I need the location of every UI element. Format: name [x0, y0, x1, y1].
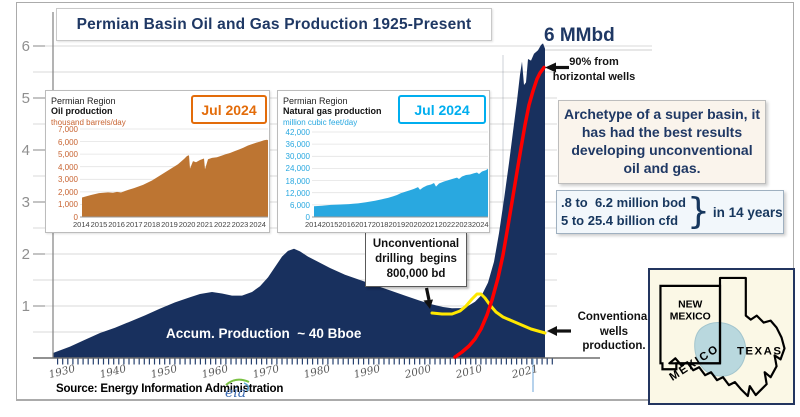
oil-x-tick: 2015	[90, 220, 108, 229]
oil-x-tick: 2016	[108, 220, 125, 229]
y-tick-label: 3	[21, 194, 30, 211]
y-axis-ticks	[33, 45, 45, 307]
rates-lines: .8 to 6.2 million bod 5 to 25.4 billion …	[561, 194, 686, 229]
conventional-arrow	[547, 326, 571, 336]
gas-y-tick: 12,000	[285, 189, 310, 198]
gas-y-tick: 30,000	[285, 152, 310, 161]
oil-inset-region: Permian Region	[51, 96, 116, 106]
oil-inset-title: Oil production	[51, 106, 113, 116]
oil-date-badge: Jul 2024	[191, 95, 267, 124]
gas-x-tick: 2014	[305, 220, 322, 229]
texas-label: TEXAS	[737, 345, 782, 357]
gas-y-tick: 42,000	[285, 128, 310, 137]
oil-y-tick: 7,000	[57, 125, 78, 134]
gas-inset-region: Permian Region	[283, 96, 348, 106]
texas-outline	[668, 276, 786, 398]
oil-x-tick: 2020	[178, 220, 196, 229]
gas-production-area	[314, 168, 488, 217]
eia-logo-swoosh	[225, 378, 250, 386]
page-title: Permian Basin Oil and Gas Production 192…	[76, 15, 472, 33]
conventional-wells-note: Conventional wells production.	[577, 311, 651, 353]
oil-x-tick: 2021	[196, 220, 214, 229]
peak-value-label: 6 MMbd	[544, 25, 615, 46]
y-tick-label: 5	[21, 90, 30, 107]
accum-production-label: Accum. Production ~ 40 Bboe	[166, 326, 362, 341]
gas-x-tick: 2021	[421, 220, 439, 229]
horizontal-production-line	[453, 65, 546, 359]
rates-brace: }	[686, 191, 710, 232]
slide-border	[16, 2, 794, 401]
gas-x-tick: 2022	[438, 220, 456, 229]
gas-inset-chart: Permian Region Natural gas production mi…	[277, 90, 490, 233]
oil-x-tick: 2014	[73, 220, 90, 229]
gas-inset-canvas	[312, 131, 488, 218]
unconventional-line-1: Unconventional	[372, 238, 460, 250]
gas-x-tick: 2017	[355, 220, 372, 229]
oil-inset-canvas	[80, 128, 268, 218]
rates-line-2: 5 to 25.4 billion cfd	[561, 213, 679, 228]
oil-inset-unit: thousand barrels/day	[51, 118, 126, 127]
oil-y-tick: 6,000	[57, 138, 78, 147]
horizontal-wells-note: 90% from horizontal wells	[552, 56, 636, 83]
gas-y-tick: 18,000	[285, 177, 310, 186]
gas-y-tick: 6,000	[289, 201, 310, 210]
gas-x-tick: 2020	[405, 220, 422, 229]
source-attribution: Source: Energy Information Administratio…	[56, 383, 284, 395]
oil-y-tick: 0	[73, 213, 78, 222]
eia-logo-swirl	[243, 382, 250, 392]
map-canvas: NEW MEXICO TEXAS MEXICO	[659, 276, 786, 398]
gas-x-tick: 2024	[471, 220, 489, 229]
oil-x-tick: 2022	[214, 220, 231, 229]
unconventional-callout: Unconventional drilling begins 800,000 b…	[365, 232, 467, 287]
new-mexico-label-line1: NEW	[678, 300, 702, 311]
y-tick-label: 1	[21, 298, 30, 315]
gas-x-tick: 2015	[321, 220, 339, 229]
oil-y-tick: 2,000	[57, 188, 78, 197]
gas-inset-unit: million cubic feet/day	[283, 118, 358, 127]
gas-y-tick: 36,000	[285, 140, 310, 149]
oil-y-tick: 5,000	[57, 150, 78, 159]
eia-logo-text: eia	[225, 385, 246, 401]
gas-x-axis-labels: 2014 2015 2016 2017 2018 2019 2020 2021 …	[305, 220, 489, 229]
unconventional-arrow	[423, 287, 433, 309]
unconventional-line-3: 800,000 bd	[386, 267, 446, 280]
eia-logo: eia	[220, 376, 254, 402]
oil-x-axis-labels: 2014 2015 2016 2017 2018 2019 2020 2021 …	[73, 220, 266, 229]
rates-suffix: in 14 years	[712, 204, 783, 220]
y-tick-label: 6	[21, 38, 30, 55]
oil-y-tick: 1,000	[57, 200, 78, 209]
y-tick-label: 4	[21, 142, 30, 159]
rates-line-1: .8 to 6.2 million bod	[561, 195, 686, 211]
conventional-production-line	[430, 292, 547, 335]
oil-production-area	[82, 139, 268, 217]
oil-x-tick: 2024	[249, 220, 266, 229]
oil-inset-chart: Permian Region Oil production thousand b…	[45, 90, 270, 233]
oil-x-tick: 2018	[143, 220, 161, 229]
oil-x-tick: 2023	[231, 220, 249, 229]
rates-callout: .8 to 6.2 million bod 5 to 25.4 billion …	[556, 190, 784, 234]
y-tick-label: 2	[21, 246, 30, 263]
gas-x-tick: 2019	[388, 220, 406, 229]
eia-logo-canvas: eia	[225, 378, 250, 401]
gas-x-tick: 2023	[455, 220, 472, 229]
title-box: Permian Basin Oil and Gas Production 192…	[56, 8, 492, 41]
gas-date-badge: Jul 2024	[398, 95, 486, 124]
gas-inset-title: Natural gas production	[283, 106, 382, 116]
gas-x-tick: 2018	[371, 220, 389, 229]
gas-y-tick: 24,000	[285, 164, 310, 173]
unconventional-line-2: drilling begins	[375, 252, 457, 265]
oil-y-tick: 3,000	[57, 175, 78, 184]
oil-x-tick: 2019	[161, 220, 178, 229]
gas-y-tick: 0	[305, 213, 310, 222]
new-mexico-label-line2: MEXICO	[670, 312, 711, 323]
oil-x-tick: 2017	[125, 220, 143, 229]
archetype-callout: Archetype of a super basin, it has had t…	[558, 100, 766, 184]
total-production-area	[53, 43, 545, 359]
permian-basin-map: NEW MEXICO TEXAS MEXICO	[648, 268, 795, 405]
peak-arrow	[545, 62, 569, 73]
gas-x-tick: 2016	[338, 220, 356, 229]
oil-y-tick: 4,000	[57, 163, 78, 172]
